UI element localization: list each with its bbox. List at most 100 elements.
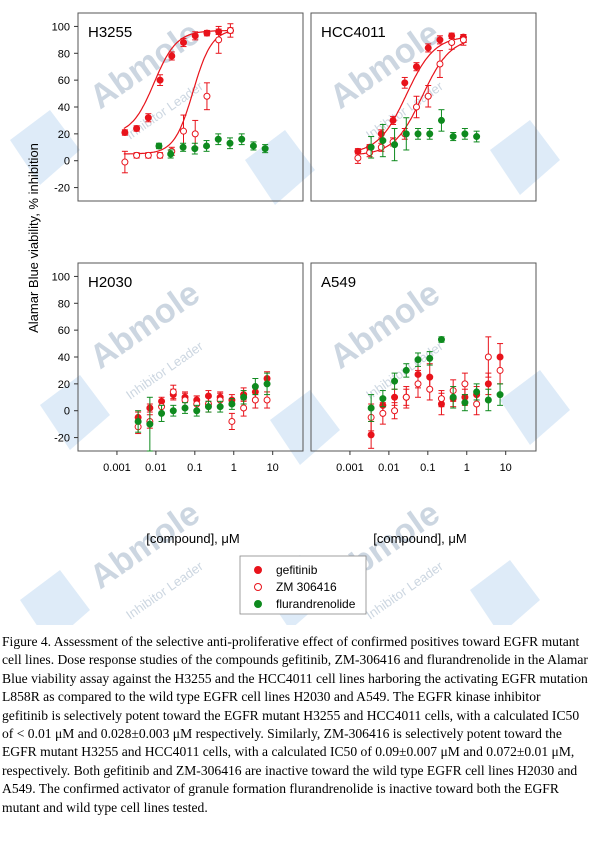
data-point-flurandrenolide bbox=[426, 354, 434, 362]
data-point-flurandrenolide bbox=[449, 133, 457, 141]
legend-marker bbox=[254, 566, 262, 574]
chart-panel-h3255: H3255 -20 0 20 40 60 80 100 bbox=[52, 12, 304, 202]
data-point-gefitinib bbox=[156, 76, 164, 84]
x-tick-label: 1 bbox=[464, 462, 470, 474]
panel-title: A549 bbox=[321, 274, 356, 291]
fit-curve bbox=[356, 41, 467, 155]
data-point-gefitinib bbox=[367, 431, 375, 439]
data-point-gefitinib bbox=[377, 130, 385, 138]
data-point-gefitinib bbox=[401, 79, 409, 87]
data-point-gefitinib bbox=[203, 29, 211, 37]
data-point-flurandrenolide bbox=[379, 137, 387, 145]
watermark-shape bbox=[500, 370, 570, 445]
data-point-flurandrenolide bbox=[414, 356, 422, 364]
legend-label: ZM 306416 bbox=[276, 580, 337, 594]
data-point-flurandrenolide bbox=[449, 393, 457, 401]
data-point-zm-306416 bbox=[448, 39, 456, 47]
data-point-zm-306416 bbox=[226, 26, 234, 34]
legend-label: flurandrenolide bbox=[276, 597, 356, 611]
y-tick-label: 40 bbox=[58, 102, 70, 114]
data-point-flurandrenolide bbox=[226, 139, 234, 147]
data-point-flurandrenolide bbox=[155, 142, 163, 150]
data-point-flurandrenolide bbox=[240, 393, 248, 401]
data-point-zm-306416 bbox=[391, 407, 399, 415]
data-point-zm-306416 bbox=[240, 404, 248, 412]
watermark-shape bbox=[245, 130, 315, 205]
data-point-flurandrenolide bbox=[402, 130, 410, 138]
watermark-shape bbox=[470, 560, 540, 635]
y-tick-label: 40 bbox=[58, 352, 70, 364]
data-point-flurandrenolide bbox=[214, 135, 222, 143]
data-point-zm-306416 bbox=[459, 36, 467, 44]
data-point-zm-306416 bbox=[156, 151, 164, 159]
data-point-zm-306416 bbox=[251, 396, 259, 404]
data-point-flurandrenolide bbox=[414, 130, 422, 138]
data-point-zm-306416 bbox=[496, 366, 504, 374]
data-point-flurandrenolide bbox=[437, 336, 445, 344]
data-point-flurandrenolide bbox=[367, 143, 375, 151]
data-point-flurandrenolide bbox=[193, 407, 201, 415]
data-point-flurandrenolide bbox=[251, 383, 259, 391]
y-tick-label: 100 bbox=[52, 271, 70, 283]
x-axis-label-right: [compound], μM bbox=[373, 531, 466, 546]
data-point-flurandrenolide bbox=[263, 380, 271, 388]
legend-marker bbox=[254, 583, 262, 591]
plot-frame bbox=[310, 262, 537, 452]
data-point-flurandrenolide bbox=[191, 145, 199, 153]
chart-panel-a549: A549 0.001 0.01 0.1 1 10 bbox=[310, 262, 537, 474]
chart-panel-h2030: H2030 -20 0 20 40 60 80 100 0.001 0.01 0.1 1 10 bbox=[52, 262, 304, 474]
legend: gefitinib ZM 306416 flurandrenolide bbox=[239, 555, 367, 615]
x-tick-label: 10 bbox=[500, 462, 512, 474]
data-point-flurandrenolide bbox=[203, 142, 211, 150]
data-point-gefitinib bbox=[484, 380, 492, 388]
data-point-flurandrenolide bbox=[146, 420, 154, 428]
data-point-flurandrenolide bbox=[426, 130, 434, 138]
y-axis-label: Alamar Blue viability, % inhibition bbox=[26, 143, 41, 333]
x-tick-label: 0.01 bbox=[145, 462, 166, 474]
data-point-flurandrenolide bbox=[169, 407, 177, 415]
data-point-gefitinib bbox=[144, 114, 152, 122]
y-tick-label: 80 bbox=[58, 298, 70, 310]
x-tick-label: 10 bbox=[267, 462, 279, 474]
figure-caption: Figure 4. Assessment of the selective an… bbox=[2, 634, 588, 815]
data-point-gefitinib bbox=[133, 124, 141, 132]
data-point-zm-306416 bbox=[412, 103, 420, 111]
data-point-flurandrenolide bbox=[134, 417, 142, 425]
data-point-flurandrenolide bbox=[473, 388, 481, 396]
data-point-zm-306416 bbox=[263, 396, 271, 404]
data-point-flurandrenolide bbox=[367, 404, 375, 412]
data-point-flurandrenolide bbox=[204, 403, 212, 411]
data-point-flurandrenolide bbox=[228, 400, 236, 408]
watermark-shape bbox=[20, 570, 90, 645]
data-point-zm-306416 bbox=[121, 158, 129, 166]
data-point-zm-306416 bbox=[377, 143, 385, 151]
data-point-flurandrenolide bbox=[391, 377, 399, 385]
data-point-zm-306416 bbox=[436, 60, 444, 68]
x-axis-label-left: [compound], μM bbox=[146, 531, 239, 546]
panel-title: H2030 bbox=[88, 274, 132, 291]
chart-panel-hcc4011: HCC4011 bbox=[310, 12, 537, 202]
data-point-zm-306416 bbox=[144, 151, 152, 159]
data-point-flurandrenolide bbox=[238, 135, 246, 143]
data-point-zm-306416 bbox=[169, 388, 177, 396]
panels: H3255 -20 0 20 40 60 80 100 HCC4011 H2030 -20 0 20 40… bbox=[52, 12, 537, 474]
data-point-flurandrenolide bbox=[216, 403, 224, 411]
data-point-zm-306416 bbox=[379, 409, 387, 417]
data-point-flurandrenolide bbox=[181, 404, 189, 412]
plot-frame bbox=[310, 12, 537, 202]
data-point-flurandrenolide bbox=[158, 409, 166, 417]
y-tick-label: -20 bbox=[54, 183, 70, 195]
data-point-zm-306416 bbox=[461, 380, 469, 388]
x-tick-label: 1 bbox=[231, 462, 237, 474]
data-point-flurandrenolide bbox=[249, 142, 257, 150]
y-tick-label: 60 bbox=[58, 75, 70, 87]
data-point-flurandrenolide bbox=[473, 133, 481, 141]
data-point-zm-306416 bbox=[473, 400, 481, 408]
data-point-gefitinib bbox=[389, 116, 397, 124]
data-point-flurandrenolide bbox=[179, 143, 187, 151]
data-point-gefitinib bbox=[168, 52, 176, 60]
data-point-zm-306416 bbox=[484, 353, 492, 361]
data-point-zm-306416 bbox=[424, 92, 432, 100]
